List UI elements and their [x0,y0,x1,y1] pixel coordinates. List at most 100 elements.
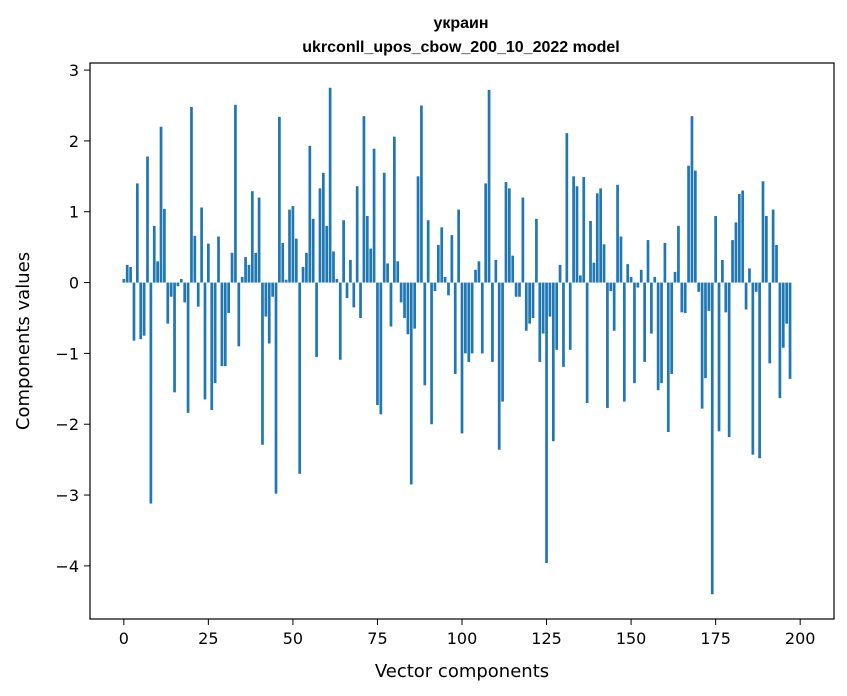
bar [173,282,176,393]
bar [467,282,471,362]
bar [210,282,214,411]
bar [122,279,126,283]
y-tick-label: 1 [69,203,79,222]
bar [602,244,606,283]
bar [325,225,329,283]
y-tick-label: 3 [69,61,79,80]
chart-title: украин [433,15,488,32]
bar [727,282,731,437]
x-tick-label: 150 [616,629,647,648]
y-axis-ticks: −4 −3 −2 −1 0 1 2 3 [55,61,90,576]
bar [321,172,325,283]
bar [470,282,474,354]
bar [558,264,562,283]
bar [447,282,450,296]
bar [159,126,163,283]
bar [589,220,592,283]
bar [666,282,670,433]
plot-frame [89,62,835,620]
bar [135,183,139,283]
x-tick-label: 125 [531,629,562,648]
bar [748,268,751,283]
x-tick-label: 200 [785,629,816,648]
bar [531,282,535,318]
bar [524,282,528,331]
bar [693,170,697,283]
bar [717,282,721,432]
bar [142,282,146,336]
bar [203,282,207,400]
bar [301,266,305,283]
bar [700,282,704,409]
bar [707,282,711,311]
bar [653,276,657,283]
bar [261,282,264,445]
bar [139,282,143,340]
bar [284,279,288,283]
bar [440,227,444,283]
bar [751,282,755,455]
bar [781,282,785,348]
bar [673,271,677,283]
bar [250,191,254,283]
bar [146,156,149,283]
bar [406,282,410,335]
bar [710,282,714,595]
bar [382,172,386,283]
bar [291,206,295,283]
bar [758,282,761,459]
bar [683,282,687,314]
bar [788,282,792,379]
bar [501,282,504,402]
x-axis-label: Vector components [375,661,549,682]
y-tick-label: −2 [55,415,79,434]
bar [487,89,491,283]
bar [744,282,748,310]
bar [650,282,653,334]
bar [579,275,582,283]
bar [545,282,548,564]
bar [281,242,285,283]
bar [294,238,298,283]
bar [562,282,565,367]
bar [274,282,278,494]
bar [768,282,772,364]
bar [342,220,345,283]
bar [697,282,701,292]
bar [514,282,518,297]
bar [592,262,596,283]
x-tick-label: 50 [283,629,303,648]
bar [629,276,633,283]
bar [338,282,342,360]
bar [765,215,768,283]
bar [352,282,356,308]
bar [183,282,187,303]
bar [453,282,457,374]
bar [656,282,660,391]
bar [639,269,643,283]
bar [179,279,183,283]
bar [616,184,619,283]
bar [565,133,569,283]
bar [663,242,667,283]
bar [332,251,335,283]
bar [778,282,782,399]
bar [734,222,738,283]
bar [156,261,159,283]
bar [636,282,640,288]
bar [132,282,136,341]
bar [443,276,447,283]
bar [477,261,481,283]
bar [318,188,322,283]
y-tick-label: −4 [55,557,79,576]
bar [152,225,156,283]
chart-subtitle: ukrconll_upos_cbow_200_10_2022 model [302,39,619,56]
bar [163,208,166,283]
bar [196,282,200,307]
bar [223,282,227,367]
bar [169,282,173,297]
bar [507,188,511,283]
x-tick-label: 0 [119,629,129,648]
bar [785,282,789,324]
bar [349,259,352,283]
